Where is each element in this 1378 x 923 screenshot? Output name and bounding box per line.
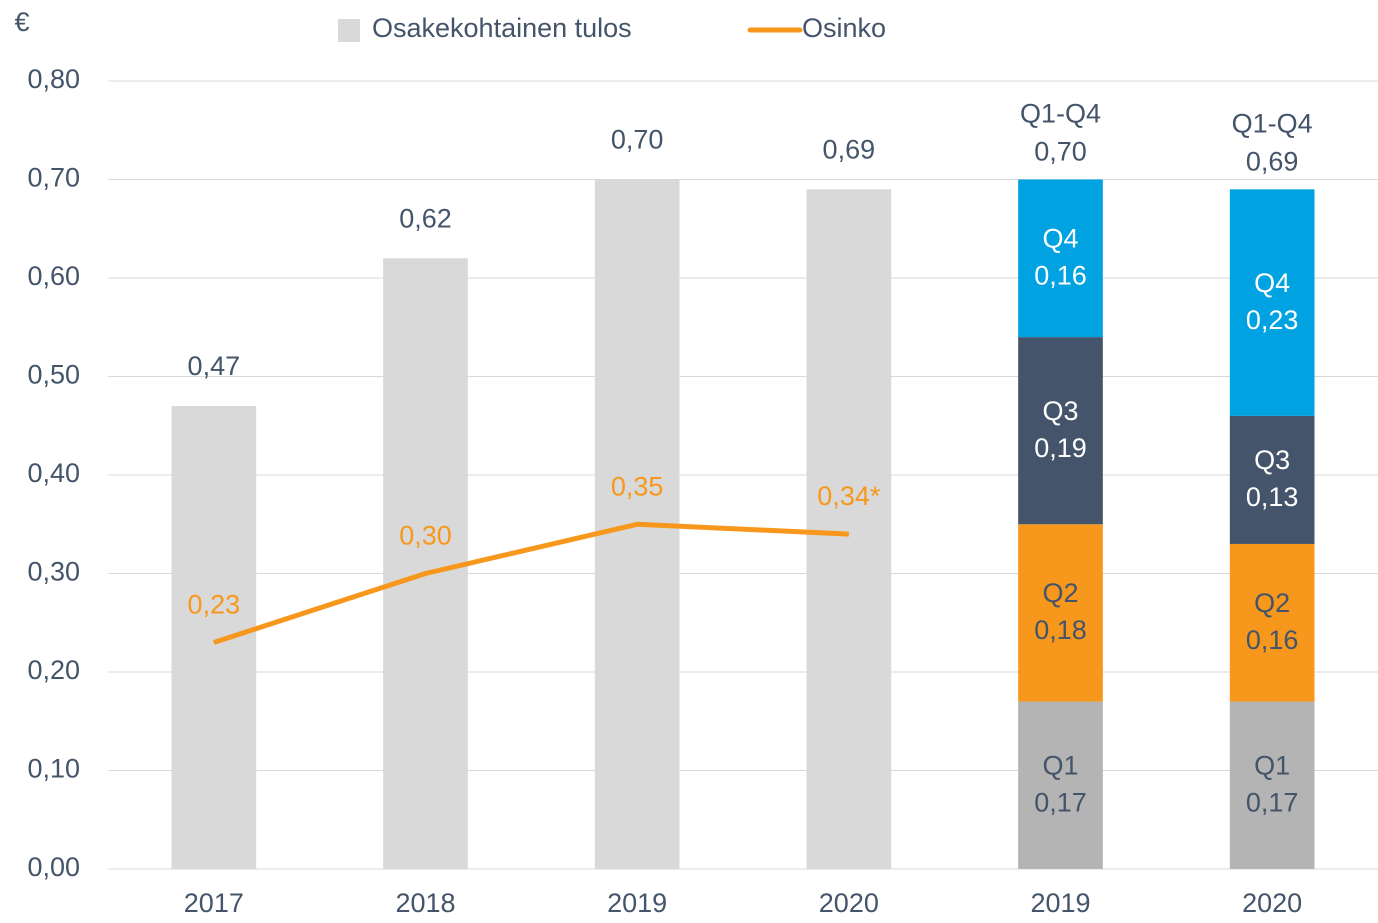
segment-name: Q4: [1042, 223, 1078, 253]
data-label: 0,47: [188, 351, 241, 381]
segment-name: Q1: [1042, 750, 1078, 780]
stack-segment: [1229, 701, 1315, 869]
data-label: 0,34*: [817, 481, 881, 511]
data-label: 0,62: [399, 203, 452, 233]
segment-label: 0,18: [1034, 615, 1087, 645]
x-tick-label: 2019: [1030, 888, 1090, 918]
segment-name: Q3: [1254, 445, 1290, 475]
y-tick-label: 0,80: [27, 64, 80, 94]
x-tick-label: 2020: [1242, 888, 1302, 918]
segment-name: Q2: [1042, 578, 1078, 608]
segment-label: 0,17: [1034, 787, 1087, 817]
y-tick-label: 0,40: [27, 458, 80, 488]
y-tick-label: 0,60: [27, 261, 80, 291]
stack-segment: [1018, 337, 1103, 525]
segment-label: 0,13: [1246, 482, 1299, 512]
stack-segment: [1229, 415, 1315, 544]
x-tick-label: 2018: [395, 888, 455, 918]
total-name: Q1-Q4: [1020, 99, 1101, 129]
data-label: 0,70: [611, 125, 664, 155]
segment-label: 0,16: [1246, 625, 1299, 655]
x-tick-label: 2020: [819, 888, 879, 918]
data-label: 0,35: [611, 471, 664, 501]
y-tick-label: 0,30: [27, 557, 80, 587]
segment-label: 0,17: [1246, 787, 1299, 817]
stack-segment: [1229, 543, 1315, 702]
segment-label: 0,19: [1034, 433, 1087, 463]
data-label: 0,30: [399, 521, 452, 551]
legend-swatch: [338, 19, 360, 42]
y-tick-label: 0,70: [27, 163, 80, 193]
y-tick-label: 0,10: [27, 754, 80, 784]
bar: [806, 189, 892, 870]
y-tick-label: 0,00: [27, 852, 80, 882]
legend-label: Osakekohtainen tulos: [372, 13, 632, 43]
x-tick-label: 2017: [184, 888, 244, 918]
data-label: 0,69: [823, 134, 876, 164]
y-tick-label: 0,20: [27, 655, 80, 685]
data-label: 0,23: [188, 590, 241, 620]
segment-name: Q2: [1254, 588, 1290, 618]
total-label: 0,70: [1034, 137, 1087, 167]
y-tick-label: 0,50: [27, 360, 80, 390]
stack-segment: [1229, 189, 1315, 416]
y-axis-label: €: [14, 7, 29, 37]
segment-label: 0,16: [1034, 260, 1087, 290]
x-tick-label: 2019: [607, 888, 667, 918]
line: [213, 521, 849, 645]
total-name: Q1-Q4: [1232, 108, 1313, 138]
bar: [171, 406, 257, 869]
stack-segment: [1018, 524, 1103, 702]
stack-segment: [1018, 179, 1103, 338]
total-label: 0,69: [1246, 146, 1299, 176]
segment-name: Q1: [1254, 750, 1290, 780]
segment-name: Q4: [1254, 268, 1290, 298]
stack-segment: [1018, 701, 1103, 869]
bar: [383, 258, 468, 869]
segment-name: Q3: [1042, 396, 1078, 426]
legend-label: Osinko: [802, 13, 886, 43]
segment-label: 0,23: [1246, 305, 1299, 335]
